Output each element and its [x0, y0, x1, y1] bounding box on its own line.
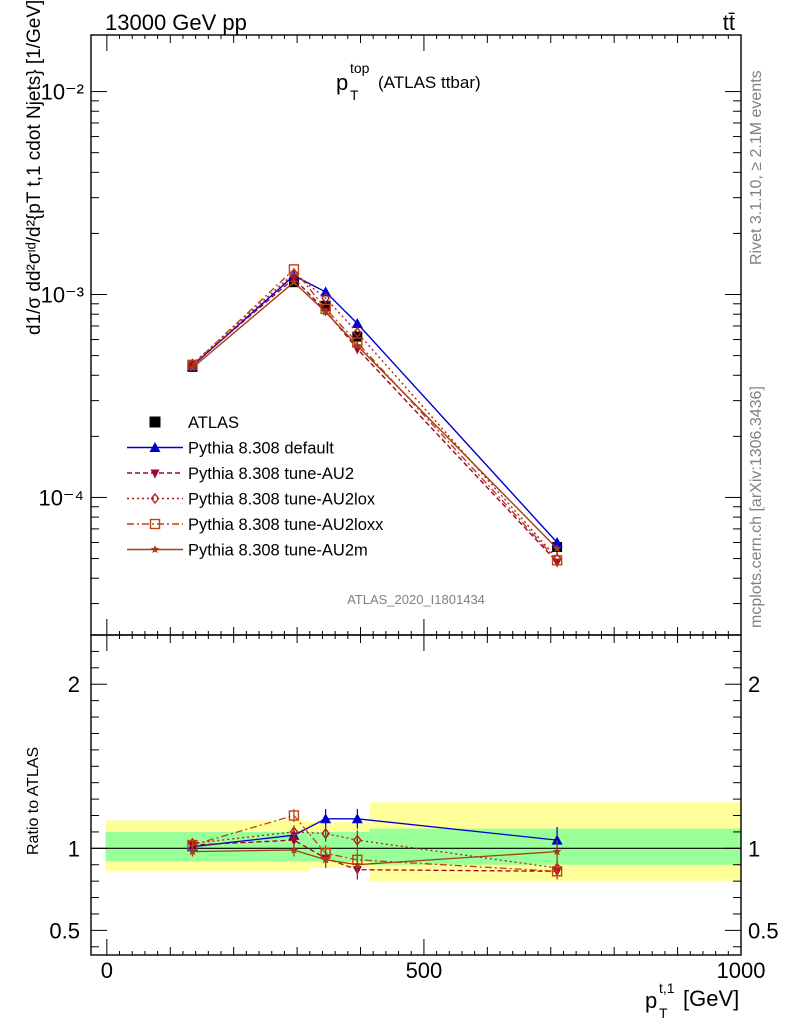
legend-label: Pythia 8.308 default [188, 440, 334, 458]
data-point [352, 326, 362, 339]
legend-marker [149, 442, 161, 452]
x-axis-label-sup: t,1 [659, 980, 675, 996]
data-point [321, 307, 330, 316]
legend-entry-5: Pythia 8.308 tune-AU2m [127, 542, 368, 560]
legend-marker [150, 545, 160, 554]
x-tick-label: 1000 [717, 958, 766, 983]
legend-marker [150, 469, 160, 479]
ratio-series-5 [188, 840, 562, 875]
title-rest: (ATLAS ttbar) [378, 73, 481, 92]
mcplots-label: mcplots.cern.ch [arXiv:1306.3436] [748, 386, 765, 628]
analysis-watermark: ATLAS_2020_I1801434 [347, 592, 485, 607]
ratio-tick-label-left: 0.5 [49, 918, 80, 943]
title-sub: T [350, 87, 359, 103]
ratio-point [188, 847, 197, 856]
ratio-tick-label-left: 1 [68, 836, 80, 861]
x-tick-label: 500 [406, 958, 443, 983]
y-tick-label: 10⁻² [41, 80, 84, 105]
ratio-series [186, 808, 563, 880]
ratio-tick-label-right: 1 [748, 836, 760, 861]
y-axis-label-main: d1/σ dd²σᶦᵈ/d²{pT t,1 cdot Njets} [1/GeV… [24, 0, 45, 335]
x-axis-label: p t,1 T [GeV] [645, 980, 739, 1021]
series-line [192, 268, 558, 561]
ratio-point [353, 860, 362, 869]
ratio-point [551, 834, 563, 845]
data-point [188, 363, 197, 372]
data-point [288, 264, 300, 275]
data-point [320, 286, 332, 297]
data-point [320, 300, 331, 311]
legend-entry-2: Pythia 8.308 tune-AU2 [127, 465, 354, 483]
axes: 0 500 1000 10⁻⁴ 10⁻³ 10⁻² 0.5 0.5 1 1 2 2 [38, 34, 779, 983]
ratio-series-1 [186, 808, 563, 854]
ratio-point [351, 813, 363, 824]
ratio-tick-label-right: 2 [748, 672, 760, 697]
legend-label: ATLAS [188, 414, 239, 432]
ratio-band-stat-3 [370, 828, 741, 865]
legend-label: Pythia 8.308 tune-AU2loxx [188, 516, 384, 534]
legend-label: Pythia 8.308 tune-AU2lox [188, 491, 376, 509]
ratio-point [289, 826, 299, 838]
y-tick-label: 10⁻³ [41, 283, 84, 308]
y-axis-label-ratio: Ratio to ATLAS [25, 747, 42, 855]
ratio-tick-label-right: 0.5 [748, 918, 779, 943]
legend-marker [149, 518, 161, 530]
ratio-point [551, 866, 563, 877]
ratio-point [321, 827, 331, 840]
ratio-point [288, 810, 300, 821]
data-point [321, 292, 331, 304]
data-point [351, 317, 363, 328]
legend-label: Pythia 8.308 tune-AU2 [188, 465, 354, 483]
legend-entry-4: Pythia 8.308 tune-AU2loxx [127, 516, 384, 534]
legend-marker [150, 492, 160, 505]
legend-entry-1: Pythia 8.308 default [127, 440, 334, 458]
data-point [289, 277, 299, 286]
ratio-point [289, 845, 299, 854]
series-5 [188, 277, 562, 553]
header-left: 13000 GeV pp [105, 10, 247, 35]
title-main: p [336, 70, 348, 95]
ratio-point [289, 836, 299, 846]
series-1 [186, 270, 563, 547]
ratio-tick-label-left: 2 [68, 672, 80, 697]
legend-entry-3: Pythia 8.308 tune-AU2lox [127, 491, 376, 509]
ratio-point [552, 847, 562, 856]
ratio-frame [90, 634, 742, 956]
ratio-point [321, 855, 330, 864]
legend-entry-0: ATLAS [149, 414, 239, 432]
legend-marker [149, 416, 161, 428]
data-point [552, 544, 562, 553]
ratio-point [352, 834, 362, 846]
x-tick-label: 0 [101, 958, 113, 983]
series-line [192, 272, 558, 559]
data-point [551, 555, 563, 566]
x-axis-label-main: p [645, 988, 657, 1013]
x-axis-label-sub: T [659, 1005, 668, 1021]
x-axis-label-unit: [GeV] [683, 986, 739, 1011]
main-series [186, 264, 563, 568]
ratio-point [320, 813, 332, 824]
series-0 [187, 277, 563, 554]
title-sup: top [350, 60, 370, 76]
rivet-label: Rivet 3.1.10, ≥ 2.1M events [748, 70, 765, 265]
y-tick-label: 10⁻⁴ [38, 485, 84, 510]
data-point [353, 341, 362, 350]
legend: ATLAS Pythia 8.308 default Pythia 8.308 tu… [127, 414, 384, 560]
plot-title: p top T (ATLAS ttbar) [336, 60, 481, 103]
header-right: tt̄ [723, 10, 735, 35]
series-line [192, 281, 558, 550]
legend-label: Pythia 8.308 tune-AU2m [188, 542, 368, 560]
data-point [551, 536, 563, 547]
